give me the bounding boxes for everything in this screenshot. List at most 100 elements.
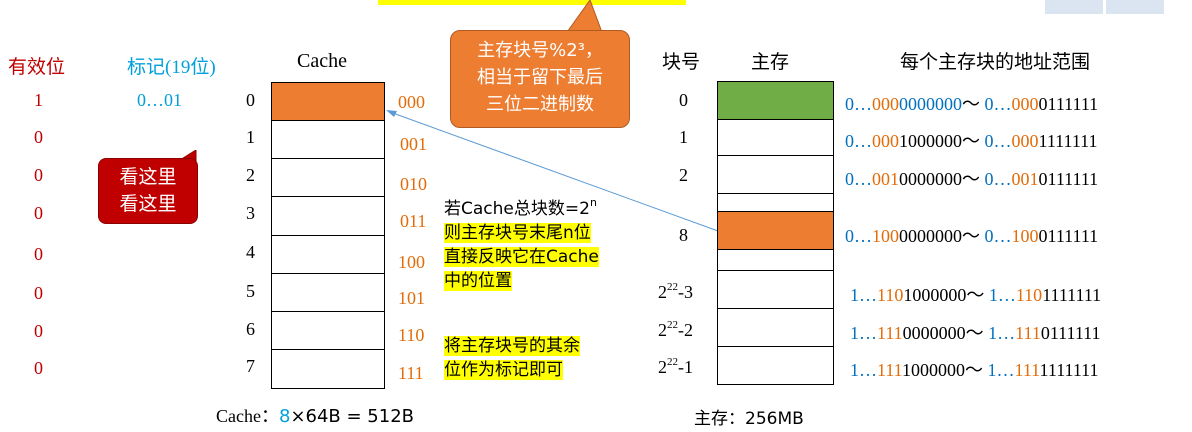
range-sep: ～ (962, 131, 980, 151)
label-tail: -1 (678, 357, 693, 377)
address-range-row: 0…1000000000～ 0…1000111111 (845, 222, 1098, 248)
note-line-prefix: 若Cache总块数=2 (444, 199, 590, 219)
note-highlight: 直接反映它在Cache (444, 247, 599, 267)
cache-line-index: 7 (246, 356, 255, 376)
addr-prefix: 1… (850, 285, 877, 305)
addr-offset-bits: 1111111 (1038, 131, 1098, 151)
main-memory-header: 主存 (751, 52, 790, 73)
addr-prefix: 0… (984, 226, 1012, 246)
addr-prefix: 1… (850, 360, 877, 380)
addr-prefix: 0… (984, 131, 1012, 151)
cache-caption-suffix: ×64B = 512B (290, 406, 415, 427)
addr-index-bits: 111 (877, 323, 903, 343)
red-callout: 看这里 看这里 (98, 158, 198, 224)
valid-bit: 0 (34, 203, 43, 223)
orange-callout-line: 相当于留下最后 (477, 67, 603, 88)
addr-offset-bits: 0000000 (902, 323, 966, 343)
label-tail: -3 (678, 282, 693, 302)
note-line: 直接反映它在Cache (444, 245, 599, 269)
valid-bit: 0 (34, 165, 43, 185)
cache-line-index: 2 (246, 165, 255, 185)
addr-index-bits: 000 (1011, 131, 1039, 151)
tag-header: 标记(19位) (127, 57, 216, 78)
addr-prefix: 0… (845, 169, 872, 189)
cache-line-binary: 110 (398, 325, 425, 345)
addr-index-bits: 000 (872, 131, 899, 151)
address-range-row: 0…0001000000～ 0…0001111111 (845, 127, 1098, 153)
range-sep: ～ (962, 94, 980, 114)
note-highlight: 中的位置 (444, 271, 512, 291)
valid-bit: 0 (34, 321, 43, 341)
cache-line-5 (271, 273, 385, 312)
label-exp: 22 (667, 281, 678, 293)
addr-offset-bits: 1000000 (903, 285, 967, 305)
red-callout-line: 看这里 (119, 166, 177, 188)
addr-index-bits: 111 (877, 360, 903, 380)
memory-block-last-1 (717, 346, 834, 385)
address-range-row: 0…0000000000～ 0…0000111111 (845, 90, 1098, 116)
note-highlight: 位作为标记即可 (444, 360, 563, 380)
addr-index-bits: 001 (1011, 169, 1039, 189)
memory-block-last-2 (717, 308, 834, 347)
valid-bit: 0 (34, 127, 43, 147)
label-exp: 22 (667, 356, 678, 368)
valid-bit: 0 (34, 358, 43, 378)
addr-offset-bits: 1000000 (902, 360, 966, 380)
cache-line-0 (271, 82, 385, 121)
addr-offset-bits: 0111111 (1040, 323, 1101, 343)
valid-bit: 0 (34, 244, 43, 264)
valid-bit: 1 (34, 90, 43, 110)
cache-caption-prefix: Cache： (216, 406, 279, 426)
memory-block-label: 8 (679, 225, 688, 245)
valid-bit: 0 (34, 283, 43, 303)
addr-offset-bits: 1111111 (1042, 285, 1102, 305)
addr-offset-bits: 0111111 (1038, 94, 1099, 114)
block-no-header: 块号 (662, 52, 701, 73)
cache-line-binary: 000 (398, 92, 425, 112)
memory-block-gap (717, 249, 834, 271)
cache-caption: Cache：8×64B = 512B (216, 402, 414, 428)
cache-line-index: 1 (246, 127, 255, 147)
note-highlight: 则主存块号末尾n位 (444, 223, 591, 243)
orange-callout-line: 三位二进制数 (486, 94, 594, 115)
mapping-arrow (386, 110, 719, 232)
note-line: 中的位置 (444, 269, 599, 293)
tag-value: 0…01 (137, 90, 182, 110)
range-sep: ～ (962, 226, 980, 246)
cache-line-4 (271, 235, 385, 274)
cache-line-binary: 001 (400, 134, 427, 154)
addr-offset-bits: 1000000 (899, 131, 962, 151)
address-range-row: 1…1111000000～ 1…1111111111 (850, 356, 1099, 382)
note-line: 位作为标记即可 (444, 358, 580, 382)
memory-block-label: 0 (679, 90, 688, 110)
memory-block-last-3 (717, 270, 834, 309)
memory-block-label: 222-3 (658, 281, 693, 303)
addr-index-bits: 111 (1015, 323, 1041, 343)
label-tail: -2 (678, 320, 693, 340)
addr-index-bits: 100 (872, 226, 899, 246)
cache-line-index: 4 (246, 242, 255, 262)
memory-block-label: 222-1 (658, 356, 693, 378)
note-cache-blocks: 若Cache总块数=2n 则主存块号末尾n位 直接反映它在Cache 中的位置 (444, 191, 599, 293)
memory-block-label: 2 (679, 165, 688, 185)
top-right-tab-right (1106, 0, 1164, 14)
addr-prefix: 1… (850, 323, 877, 343)
addr-offset-bits: 0111111 (1038, 226, 1099, 246)
cache-line-binary: 100 (398, 252, 425, 272)
memory-block-label: 1 (679, 127, 688, 147)
address-range-header: 每个主存块的地址范围 (900, 52, 1091, 73)
addr-offset-bits: 0000000 (899, 94, 962, 114)
cache-line-binary: 111 (398, 363, 424, 383)
addr-prefix: 1… (987, 360, 1015, 380)
note-line: 将主存块号的其余 (444, 334, 580, 358)
addr-index-bits: 110 (1015, 285, 1043, 305)
cache-line-2 (271, 158, 385, 197)
memory-block-2 (717, 155, 834, 194)
note-line: 若Cache总块数=2n (444, 191, 599, 221)
addr-index-bits: 001 (872, 169, 899, 189)
cache-line-index: 3 (246, 203, 255, 223)
addr-prefix: 0… (984, 169, 1012, 189)
addr-index-bits: 110 (877, 285, 904, 305)
address-range-row: 0…0010000000～ 0…0010111111 (845, 165, 1098, 191)
cache-line-binary: 101 (398, 288, 425, 308)
